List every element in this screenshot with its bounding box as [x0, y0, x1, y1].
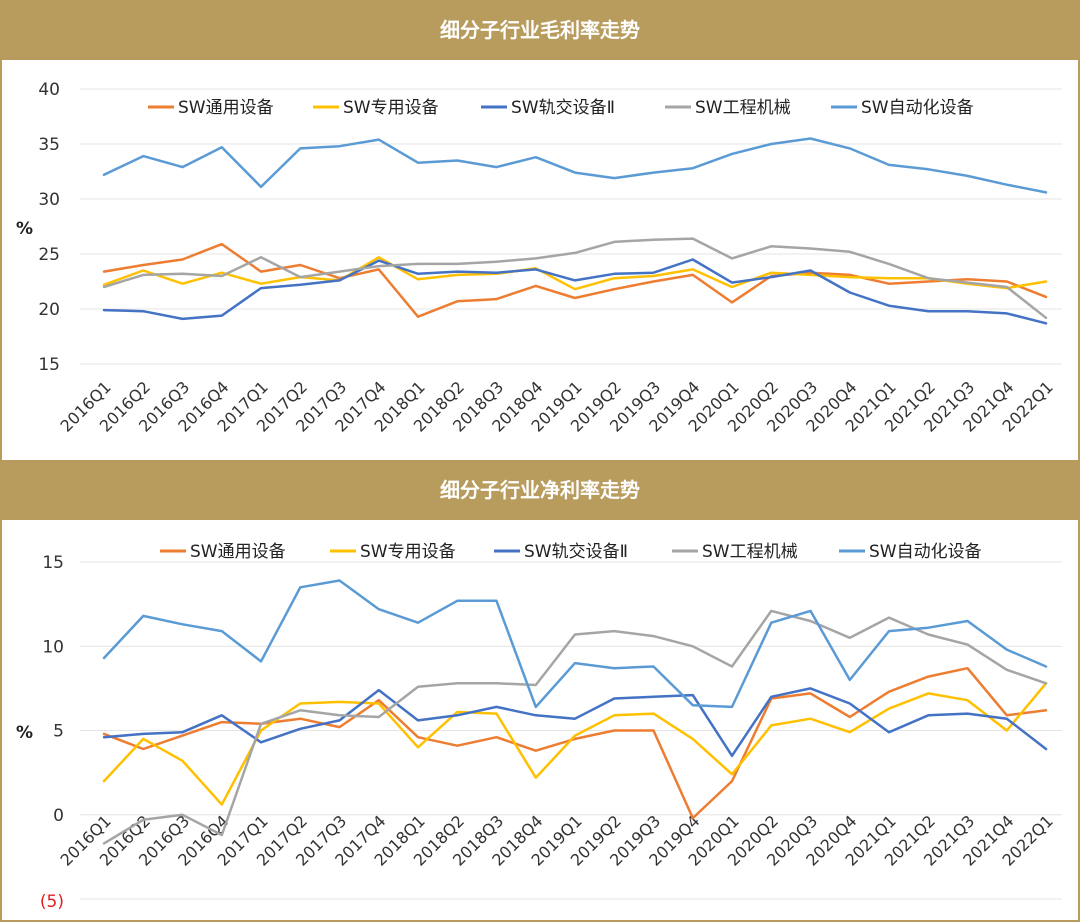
legend-label: SW专用设备 [343, 98, 439, 118]
y-tick-label: 5 [53, 722, 64, 742]
y-axis-label: % [16, 219, 33, 239]
y-tick-label: 0 [53, 806, 64, 826]
series-line [102, 579, 1048, 709]
legend-label: SW轨交设备Ⅱ [524, 542, 628, 562]
chart-title: 细分子行业毛利率走势 [440, 18, 640, 42]
legend-label: SW专用设备 [360, 542, 456, 562]
net-margin-line-chart: (5)051015%2016Q12016Q22016Q32016Q42017Q1… [16, 542, 1062, 912]
series-line [102, 609, 1048, 845]
legend-label: SW自动化设备 [869, 542, 982, 562]
y-tick-label: 25 [38, 245, 60, 265]
series-line [102, 237, 1048, 320]
legend-label: SW工程机械 [702, 542, 798, 562]
legend-label: SW通用设备 [190, 542, 286, 562]
y-tick-label: 15 [42, 553, 64, 573]
series-line [102, 242, 1048, 318]
chart-title-band: 细分子行业毛利率走势 [0, 0, 1080, 60]
net-margin-chart-panel: (5) 0 5 10 15% 2016Q1 2016Q2 2016Q3 2016Q4 2017Q1… [0, 520, 1080, 922]
series-line [102, 687, 1048, 758]
y-tick-label: 20 [38, 300, 60, 320]
series-line [102, 256, 1048, 291]
chart-title-band: 细分子行业净利率走势 [0, 460, 1080, 520]
series-line [102, 258, 1048, 325]
y-tick-label: 35 [38, 135, 60, 155]
y-tick-label: 10 [42, 637, 64, 657]
gross-margin-chart-panel: 15 20 25 30 35 40% 2016Q1 2016Q2 2016Q3 2016Q4 201… [0, 60, 1080, 460]
y-tick-label: 40 [38, 80, 60, 100]
series-line [102, 666, 1048, 820]
chart-title: 细分子行业净利率走势 [440, 478, 640, 502]
legend-label: SW轨交设备Ⅱ [511, 98, 615, 118]
y-tick-label: 15 [38, 355, 60, 375]
series-line [102, 682, 1048, 806]
series-line [102, 137, 1048, 194]
y-tick-label: 30 [38, 190, 60, 210]
y-axis-label: % [16, 723, 33, 743]
gross-margin-line-chart: 152025303540%2016Q12016Q22016Q32016Q4201… [16, 80, 1062, 436]
y-tick-label: (5) [40, 892, 64, 912]
legend-label: SW自动化设备 [861, 98, 974, 118]
legend-label: SW工程机械 [695, 98, 791, 118]
legend-label: SW通用设备 [178, 98, 274, 118]
